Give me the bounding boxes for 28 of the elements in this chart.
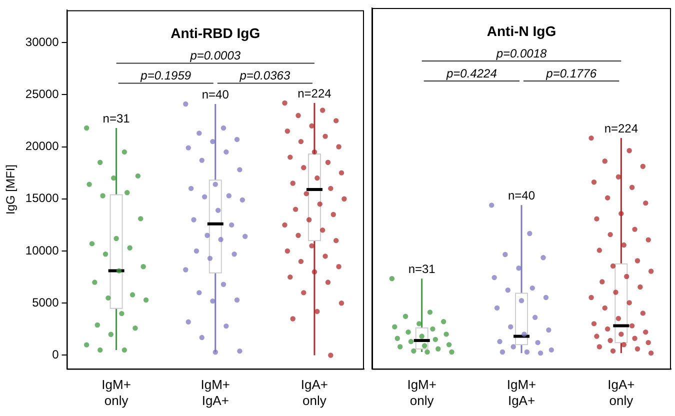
y-tick-label: 0: [52, 348, 60, 362]
annotation: n=31: [408, 262, 436, 276]
y-tick-label: 15000: [25, 191, 60, 206]
y-tick-label: 5000: [32, 295, 60, 310]
annotation: n=224: [298, 86, 332, 100]
annotation: n=40: [202, 87, 230, 102]
y-tick-label: 20000: [25, 139, 60, 154]
annotation: p=0.4224: [445, 66, 498, 80]
x-tick-label: IgA+ only: [608, 377, 635, 408]
x-tick-label: IgM+ IgA+: [506, 377, 536, 408]
annotation: n=40: [508, 188, 536, 202]
y-tick-label: 30000: [25, 34, 60, 49]
annotation: n=31: [102, 111, 130, 126]
annotation: p=0.0363: [238, 68, 290, 83]
annotation: p=0.0003: [189, 48, 241, 63]
x-tick-label: IgM+ only: [102, 377, 131, 408]
text: Anti-N IgG: [486, 23, 556, 39]
x-tick-label: IgM+ only: [407, 377, 436, 408]
y-axis-title: IgG [MFI]: [4, 164, 18, 215]
text: Anti-RBD IgG: [170, 25, 260, 42]
x-tick-label: IgA+ only: [300, 377, 328, 408]
annotation: p=0.1776: [545, 66, 597, 80]
annotation: n=224: [604, 121, 638, 136]
annotation: p=0.1959: [140, 68, 192, 83]
y-tick-label: 25000: [25, 86, 60, 101]
annotation: p=0.0018: [495, 46, 548, 60]
x-tick-label: IgM+ IgA+: [200, 377, 230, 408]
y-tick-label: 10000: [25, 243, 60, 258]
